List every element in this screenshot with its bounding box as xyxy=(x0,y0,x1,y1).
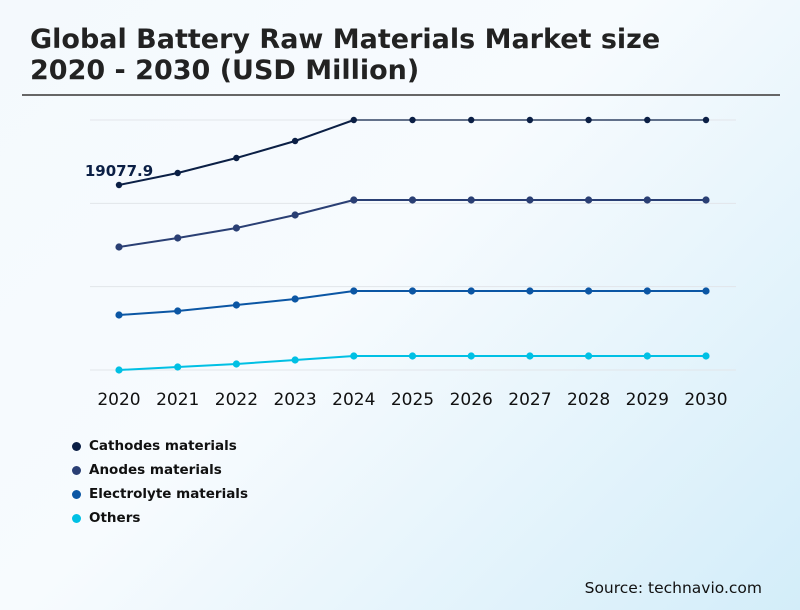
data-point xyxy=(232,224,240,232)
data-point xyxy=(526,352,534,360)
title-line-2: 2020 - 2030 (USD Million) xyxy=(30,55,420,86)
data-point xyxy=(526,196,534,204)
data-point xyxy=(409,116,416,124)
data-point xyxy=(115,181,123,189)
x-tick-label: 2023 xyxy=(273,390,316,410)
legend-label: Electrolyte materials xyxy=(89,486,248,502)
data-point xyxy=(643,287,651,295)
x-tick-label: 2030 xyxy=(684,390,727,410)
data-point xyxy=(174,363,182,371)
data-point xyxy=(467,287,475,295)
x-tick-label: 2021 xyxy=(156,390,199,410)
data-point xyxy=(585,196,593,204)
data-point xyxy=(291,211,299,219)
legend-label: Others xyxy=(89,510,141,526)
series-line xyxy=(118,199,355,248)
data-point xyxy=(467,196,475,204)
data-point xyxy=(233,154,240,162)
x-tick-label: 2020 xyxy=(97,390,140,410)
data-point xyxy=(702,352,710,360)
chart-title: Global Battery Raw Materials Market size… xyxy=(30,24,660,86)
data-point xyxy=(526,287,534,295)
data-point xyxy=(702,287,710,295)
source-label: Source: technavio.com xyxy=(584,579,762,597)
data-point xyxy=(644,116,651,124)
series-line xyxy=(118,119,355,186)
x-tick-label: 2027 xyxy=(508,390,551,410)
legend-marker xyxy=(72,513,81,523)
data-point xyxy=(643,352,651,360)
data-point xyxy=(232,360,240,368)
data-point xyxy=(174,169,181,177)
data-point xyxy=(350,287,358,295)
data-point xyxy=(291,356,299,364)
data-point xyxy=(468,116,475,124)
data-point xyxy=(174,307,182,315)
title-line-1: Global Battery Raw Materials Market size xyxy=(30,24,661,55)
legend-item: Electrolyte materials xyxy=(72,482,248,506)
data-point xyxy=(350,116,357,124)
legend-item: Cathodes materials xyxy=(72,434,248,458)
data-point xyxy=(467,352,475,360)
data-point xyxy=(585,287,593,295)
x-tick-label: 2024 xyxy=(332,390,375,410)
data-point xyxy=(702,196,710,204)
legend-label: Cathodes materials xyxy=(89,438,237,454)
legend-item: Anodes materials xyxy=(72,458,248,482)
title-divider xyxy=(22,94,780,96)
legend-marker xyxy=(72,465,81,475)
data-point xyxy=(585,116,592,124)
data-point xyxy=(350,352,358,360)
x-tick-label: 2022 xyxy=(215,390,258,410)
x-tick-label: 2026 xyxy=(450,390,493,410)
data-point xyxy=(643,196,651,204)
data-point xyxy=(115,311,123,319)
x-tick-label: 2025 xyxy=(391,390,434,410)
data-point xyxy=(408,196,417,204)
data-point xyxy=(291,295,299,303)
data-point xyxy=(408,352,417,360)
legend-label: Anodes materials xyxy=(89,462,222,478)
legend-marker xyxy=(72,441,81,451)
legend-item: Others xyxy=(72,506,248,530)
data-point xyxy=(115,366,123,374)
data-point xyxy=(291,137,299,145)
legend-marker xyxy=(72,489,81,499)
data-point xyxy=(115,243,123,251)
data-point xyxy=(526,116,534,124)
data-point xyxy=(232,301,240,309)
data-label: 19077.9 xyxy=(85,162,153,180)
data-point xyxy=(408,287,417,295)
x-tick-label: 2029 xyxy=(626,390,669,410)
data-point xyxy=(350,196,358,204)
data-point xyxy=(702,116,710,124)
x-tick-label: 2028 xyxy=(567,390,610,410)
data-point xyxy=(174,234,182,242)
legend: Cathodes materials Anodes materials Electr… xyxy=(72,434,248,530)
data-point xyxy=(585,352,593,360)
